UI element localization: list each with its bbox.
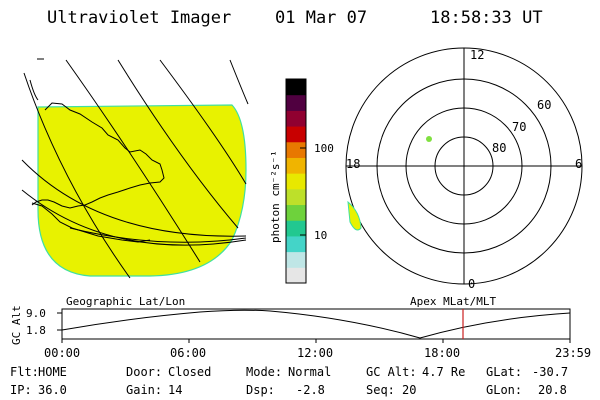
colorbar-segment (286, 188, 306, 206)
colorbar-segment (286, 204, 306, 221)
right-panel-title: Apex MLat/MLT (410, 295, 497, 308)
status-ip-value: 36.0 (38, 383, 67, 397)
status-ip-label: IP: (10, 383, 32, 397)
status-mode-label: Mode: (246, 365, 283, 379)
status-gain-value: 14 (168, 383, 183, 397)
colorbar-segment (286, 79, 306, 96)
instrument-title: Ultraviolet Imager (47, 8, 232, 28)
colorbar-segment (286, 235, 306, 253)
status-gcalt-label: GC Alt: (366, 365, 417, 379)
colorbar-segment (286, 126, 306, 143)
status-glon-value: 20.8 (538, 383, 567, 397)
auroral-image (37, 104, 247, 277)
date-label: 01 Mar 07 (275, 8, 368, 28)
time-label: 18:58:33 UT (430, 8, 543, 28)
colorbar-segment (286, 157, 306, 174)
status-door-value: Closed (168, 365, 212, 379)
colorbar-label-10: 10 (314, 229, 328, 242)
geographic-map (21, 58, 249, 279)
status-dsp-value: -2.8 (296, 383, 325, 397)
mlat-label-80: 80 (492, 141, 507, 155)
timeline-xtick-2359: 23:59 (555, 346, 592, 360)
color-scale (285, 78, 307, 284)
timeline-xtick-1200: 12:00 (297, 346, 334, 360)
colorbar-segment (286, 110, 306, 127)
status-glat-label: GLat: (486, 365, 523, 379)
timeline-xtick-1800: 18:00 (424, 346, 461, 360)
colorbar-segment (286, 141, 306, 158)
timeline-xtick-0600: 06:00 (170, 346, 207, 360)
status-flt-label: Flt: (10, 365, 39, 379)
left-panel-title: Geographic Lat/Lon (66, 295, 186, 308)
mlt-label-6: 6 (575, 157, 583, 171)
timeline-ytick-1-8: 1.8 (26, 324, 46, 337)
coastline (31, 102, 165, 209)
mlat-label-70: 70 (512, 120, 527, 134)
status-gain-label: Gain: (126, 383, 163, 397)
mlt-label-18: 18 (346, 157, 361, 171)
status-glon-label: GLon: (486, 383, 523, 397)
lat-lon-grid (21, 59, 249, 279)
colorbar-segment (286, 173, 306, 190)
mlt-label-0: 0 (468, 277, 476, 291)
status-mode-value: Normal (288, 365, 332, 379)
status-dsp-label: Dsp: (246, 383, 275, 397)
status-glat-value: -30.7 (532, 365, 569, 379)
status-gcalt-value: 4.7 Re (422, 365, 466, 379)
mlat-label-60: 60 (537, 98, 552, 112)
timeline-plot (57, 308, 571, 343)
coastline-south (31, 202, 151, 243)
status-seq-label: Seq: (366, 383, 395, 397)
colorbar-label-100: 100 (314, 142, 334, 155)
status-seq-value: 20 (402, 383, 417, 397)
colorbar-segment (286, 220, 306, 237)
status-door-label: Door: (126, 365, 163, 379)
altitude-curve (61, 309, 571, 339)
polar-emission-spot (347, 200, 362, 231)
polar-emission-dot (426, 136, 432, 142)
timeline-ytick-9: 9.0 (26, 307, 46, 320)
colorbar-unit-label: photon cm⁻²s⁻¹ (269, 150, 282, 243)
colorbar-frame (285, 78, 307, 284)
mlt-label-12: 12 (470, 48, 485, 62)
status-flt-value: HOME (38, 365, 67, 379)
timeline-xtick-0000: 00:00 (44, 346, 81, 360)
timeline-ylabel: GC Alt (10, 305, 23, 345)
colorbar-segment (286, 94, 306, 111)
colorbar-segment (286, 267, 306, 284)
polar-plot (345, 47, 583, 285)
colorbar-segment (286, 251, 306, 268)
